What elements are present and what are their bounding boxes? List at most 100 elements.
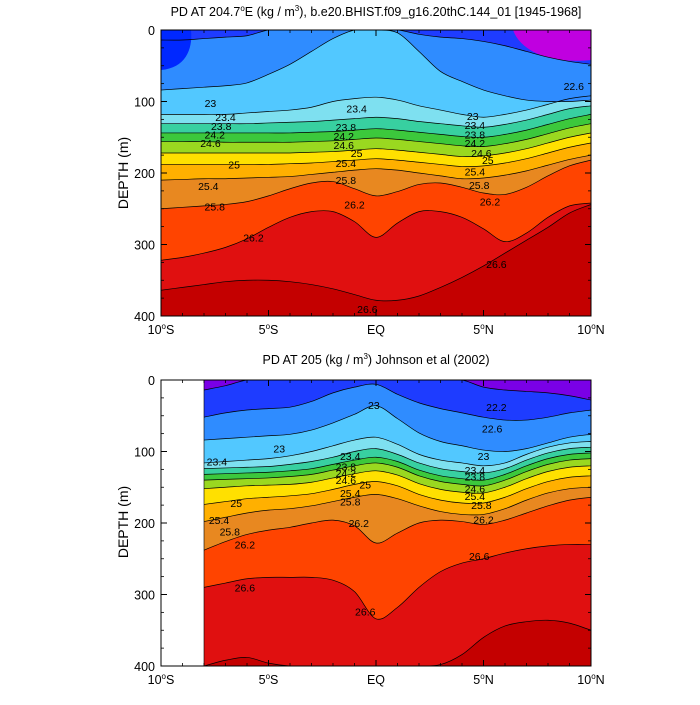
- y-tick-label: 0: [148, 24, 155, 38]
- y-tick-label: 200: [134, 517, 155, 531]
- contour-label: 23: [478, 451, 490, 463]
- y-tick-label: 300: [134, 589, 155, 603]
- contour-label: 24.6: [334, 140, 355, 152]
- y-axis-label: DEPTH (m): [115, 486, 131, 558]
- x-tick-label: 5oS: [259, 322, 279, 337]
- contour-label: 25: [351, 148, 363, 160]
- isopycnal-line: [203, 383, 591, 421]
- x-tick-label: 10oN: [577, 322, 604, 337]
- contour-label: 23.8: [336, 122, 357, 134]
- contour-label: 25.4: [340, 488, 361, 500]
- contour-label: 24.6: [200, 138, 221, 150]
- isopycnal-line: [161, 30, 591, 65]
- y-tick-label: 0: [148, 374, 155, 388]
- isopycnal-line: [203, 486, 591, 522]
- isopycnal-line: [203, 436, 591, 467]
- density-band-22.2: [204, 380, 591, 401]
- contour-label: 25: [228, 159, 240, 171]
- contour-label: 25: [482, 155, 494, 167]
- y-tick-label: 200: [134, 167, 155, 181]
- contour-label: 25.4: [198, 181, 219, 193]
- contour-label: 23.4: [215, 112, 236, 124]
- contour-label: 22.6: [564, 81, 585, 93]
- isopycnal-line: [203, 452, 591, 481]
- isopycnal-line: [161, 204, 591, 302]
- contour-label: 25.8: [469, 180, 490, 192]
- contour-label: 26.2: [480, 197, 501, 209]
- isopycnal-line: [161, 132, 591, 157]
- isopycnal-line: [161, 123, 591, 148]
- density-band-22.6: [204, 380, 591, 421]
- density-band-23.0: [161, 30, 591, 102]
- contour-label: 25.8: [220, 527, 241, 539]
- density-band-lightest: [513, 30, 591, 61]
- isopycnal-line: [203, 543, 591, 620]
- contour-label: 26.6: [357, 304, 378, 316]
- contour-label: 25.8: [336, 175, 357, 187]
- contour-label: 25.4: [209, 515, 230, 527]
- isopycnal-line: [161, 202, 591, 261]
- y-tick-label: 100: [134, 446, 155, 460]
- y-tick-label: 400: [134, 310, 155, 324]
- isopycnal-line: [203, 458, 591, 487]
- y-tick-label: 400: [134, 660, 155, 674]
- contour-label: 24.2: [465, 138, 486, 150]
- isopycnal-line: [203, 380, 591, 401]
- isopycnal-line: [161, 159, 591, 210]
- isopycnal-line: [161, 95, 591, 118]
- contour-label: 23.4: [207, 457, 228, 469]
- contour-label: 23.4: [465, 120, 486, 132]
- x-tick-label: 10oS: [148, 322, 175, 337]
- isopycnal-line: [203, 446, 591, 474]
- isopycnal-line: [161, 105, 591, 128]
- panel-title: PD AT 205 (kg / m3) Johnson et al (2002): [262, 352, 489, 367]
- isopycnal-line: [203, 465, 591, 494]
- contour-label: 22.2: [486, 402, 507, 414]
- x-tick-label: 5oN: [473, 322, 493, 337]
- contour-label: 23.4: [346, 104, 367, 116]
- contour-label: 23.4: [465, 465, 486, 477]
- contour-label: 23: [368, 400, 380, 412]
- contour-label: 26.2: [243, 232, 264, 244]
- contour-label: 26.6: [469, 551, 490, 563]
- isopycnal-line: [161, 114, 591, 138]
- contour-label: 26.6: [486, 259, 507, 271]
- contour-label: 26.2: [473, 514, 494, 526]
- x-tick-label: EQ: [367, 673, 385, 687]
- y-tick-label: 100: [134, 96, 155, 110]
- contour-label: 22.6: [482, 424, 503, 436]
- contour-label: 23: [273, 444, 285, 456]
- isopycnal-line: [203, 405, 591, 452]
- contour-label: 25: [230, 498, 242, 510]
- contour-label: 25: [359, 479, 371, 491]
- contour-label: 26.6: [355, 607, 376, 619]
- panel-model: PD AT 204.7oE (kg / m3), b.e20.BHIST.f09…: [115, 4, 605, 337]
- contour-label: 23.4: [340, 451, 361, 463]
- isopycnal-line: [203, 496, 591, 551]
- isopycnal-line: [161, 154, 591, 181]
- contour-label: 25.8: [471, 500, 492, 512]
- contour-label: 24.2: [205, 129, 226, 141]
- y-axis-label: DEPTH (m): [115, 137, 131, 209]
- contour-label: 26.6: [235, 582, 256, 594]
- contour-label: 25.4: [336, 158, 357, 170]
- contour-label: 25.8: [205, 202, 226, 214]
- x-tick-label: 5oN: [473, 672, 493, 687]
- contour-label: 24.6: [465, 484, 486, 496]
- density-band-22.6: [161, 30, 591, 65]
- panel-observations: PD AT 205 (kg / m3) Johnson et al (2002)…: [115, 352, 605, 687]
- x-tick-label: 5oS: [259, 672, 279, 687]
- contour-label: 26.2: [349, 518, 370, 530]
- isopycnal-line: [161, 142, 591, 167]
- isopycnal-line: [161, 30, 591, 103]
- contour-label: 23.8: [211, 121, 232, 133]
- contour-label: 26.2: [344, 199, 365, 211]
- x-tick-label: 10oN: [577, 672, 604, 687]
- contour-label: 24.6: [336, 475, 357, 487]
- contour-label: 23: [205, 98, 217, 110]
